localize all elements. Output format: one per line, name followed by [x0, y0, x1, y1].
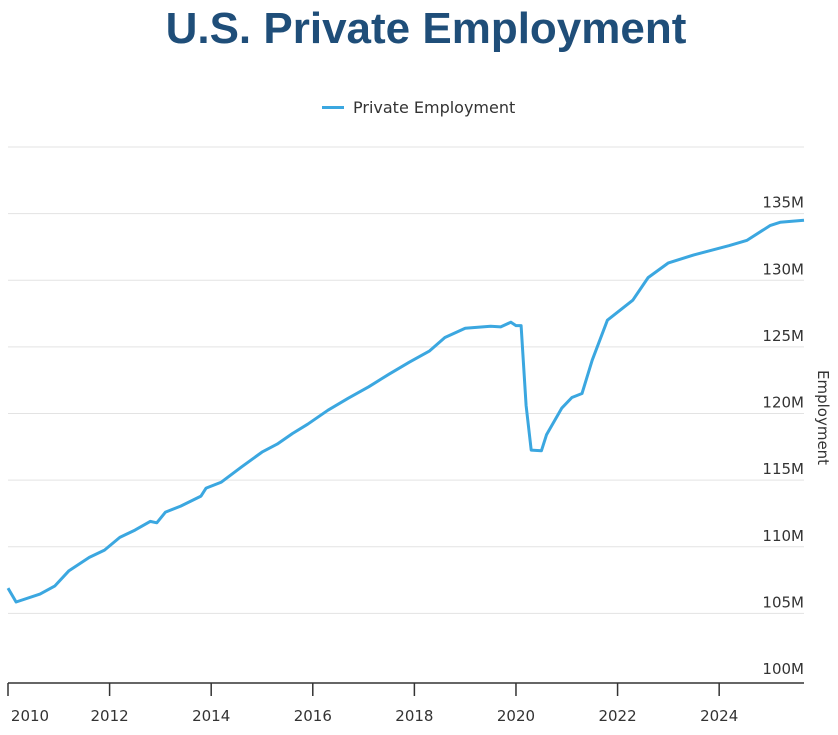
legend[interactable]: Private Employment: [322, 98, 515, 117]
legend-swatch: [322, 106, 344, 109]
y-tick-label: 130M: [762, 260, 804, 278]
y-tick-label: 100M: [762, 660, 804, 678]
x-tick-label: 2018: [395, 707, 433, 725]
chart-title: U.S. Private Employment: [165, 4, 687, 53]
x-tick-label: 2024: [700, 707, 738, 725]
series-line-private-employment: [6, 218, 805, 604]
y-tick-label: 125M: [762, 327, 804, 345]
y-tick-label: 120M: [762, 394, 804, 412]
x-tick-label: 2010: [11, 707, 49, 725]
x-tick-label: 2020: [497, 707, 535, 725]
y-tick-label: 115M: [762, 460, 804, 478]
y-axis-label: Employment: [814, 370, 832, 465]
x-tick-label: 2012: [91, 707, 129, 725]
y-tick-label: 110M: [762, 527, 804, 545]
y-tick-label: 135M: [762, 194, 804, 212]
x-tick-label: 2014: [192, 707, 230, 725]
y-tick-label: 105M: [762, 593, 804, 611]
legend-label: Private Employment: [353, 98, 516, 117]
x-tick-label: 2016: [294, 707, 332, 725]
x-tick-label: 2022: [598, 707, 636, 725]
